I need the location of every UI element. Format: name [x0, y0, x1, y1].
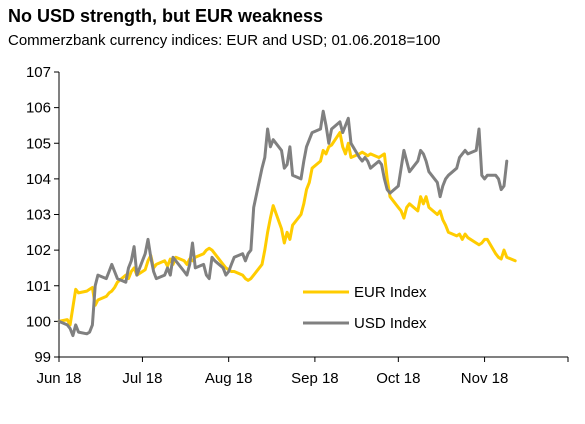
- y-tick-label: 99: [34, 349, 51, 366]
- legend-label-usd: USD Index: [354, 315, 427, 332]
- y-tick-label: 105: [26, 135, 51, 152]
- chart-title: No USD strength, but EUR weakness: [8, 6, 324, 26]
- x-tick-label: Sep 18: [291, 370, 339, 387]
- y-tick-label: 101: [26, 278, 51, 295]
- legend-label-eur: EUR Index: [354, 284, 427, 301]
- x-tick-label: Nov 18: [461, 370, 509, 387]
- y-tick-label: 104: [26, 171, 51, 188]
- chart-legend: EUR Index USD Index: [303, 284, 427, 332]
- y-tick-label: 100: [26, 313, 51, 330]
- x-tick-label: Jul 18: [122, 370, 162, 387]
- chart-subtitle: Commerzbank currency indices: EUR and US…: [8, 32, 441, 49]
- y-tick-label: 106: [26, 100, 51, 117]
- x-tick-label: Jun 18: [36, 370, 81, 387]
- usd-index-line: [57, 109, 509, 338]
- x-tick-label: Aug 18: [205, 370, 253, 387]
- chart-series-layer: [57, 109, 517, 338]
- x-tick-label: Oct 18: [376, 370, 420, 387]
- chart-axes: 99 100 101 102 103 104 105 106 107 Jun 18 Jul 18 Au…: [26, 64, 569, 387]
- y-tick-label: 102: [26, 242, 51, 259]
- y-tick-label: 103: [26, 207, 51, 224]
- y-tick-label: 107: [26, 64, 51, 81]
